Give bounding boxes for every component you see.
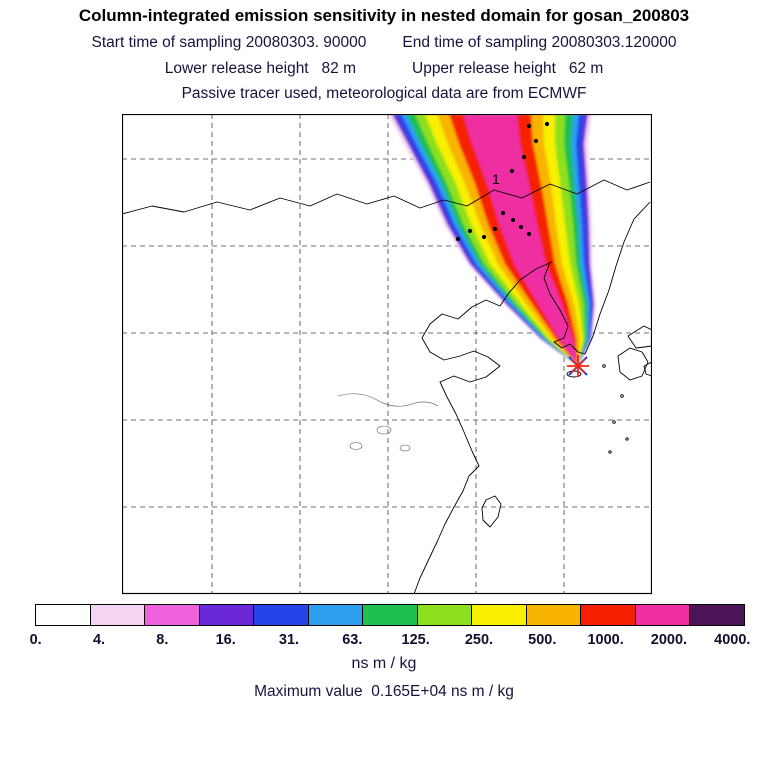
colorbar-segment bbox=[36, 605, 91, 625]
river-line bbox=[337, 393, 439, 407]
upper-release-height-label: Upper release height 62 m bbox=[412, 60, 604, 77]
colorbar-tick-label: 0. bbox=[29, 632, 42, 648]
border-line bbox=[122, 193, 468, 215]
tracer-note: Passive tracer used, meteorological data… bbox=[181, 85, 587, 102]
coastlines bbox=[122, 179, 652, 595]
colorbar-segment bbox=[90, 605, 146, 625]
colorbar-segment bbox=[417, 605, 473, 625]
border-line bbox=[466, 179, 651, 207]
colorbar-unit: ns m / kg bbox=[351, 655, 417, 672]
colorbar-segment bbox=[472, 605, 527, 625]
colorbar-segment bbox=[526, 605, 582, 625]
start-time-label: Start time of sampling 20080303. 90000 bbox=[91, 34, 367, 51]
korea-coast bbox=[543, 201, 651, 355]
lake bbox=[349, 442, 363, 450]
end-time-label: End time of sampling 20080303.120000 bbox=[402, 34, 677, 51]
small-island bbox=[620, 394, 624, 398]
station-dot bbox=[533, 138, 539, 144]
colorbar-segment bbox=[363, 605, 418, 625]
station-dot bbox=[510, 217, 516, 223]
figure-title: Column-integrated emission sensitivity i… bbox=[78, 6, 690, 25]
station-dots bbox=[455, 121, 550, 242]
lower-release-height-label: Lower release height 82 m bbox=[164, 60, 356, 77]
kyushu-island bbox=[617, 347, 649, 381]
station-dot bbox=[492, 226, 498, 232]
colorbar-tick-label: 4000. bbox=[714, 632, 751, 648]
station-dot bbox=[521, 154, 527, 160]
colorbar-tick-label: 250. bbox=[464, 632, 494, 648]
plume-area-label: 1 bbox=[492, 171, 500, 187]
receptor-star-icon bbox=[567, 355, 589, 377]
station-dot bbox=[544, 121, 550, 127]
colorbar-tick-label: 125. bbox=[401, 632, 430, 648]
station-dot bbox=[526, 123, 532, 129]
inland-water bbox=[337, 393, 439, 452]
map-frame bbox=[122, 114, 652, 595]
lake bbox=[376, 425, 392, 435]
colorbar-segment bbox=[308, 605, 364, 625]
small-island bbox=[625, 437, 629, 441]
colorbar-tick-label: 16. bbox=[215, 632, 236, 648]
colorbar-segment bbox=[581, 605, 636, 625]
lake bbox=[399, 444, 411, 452]
colorbar bbox=[35, 604, 745, 626]
colorbar-tick-label: 1000. bbox=[587, 632, 624, 648]
station-dot bbox=[518, 224, 524, 230]
colorbar-ticks: 0. 4. 8. 16. 31. 63. 125. 250. 500. 1000. 2000. 400… bbox=[4, 632, 764, 648]
taiwan-island bbox=[481, 495, 502, 528]
colorbar-tick-label: 31. bbox=[278, 632, 300, 648]
colorbar-segment bbox=[199, 605, 255, 625]
sampling-times-row: Start time of sampling 20080303. 90000 E… bbox=[0, 34, 768, 52]
colorbar-segment bbox=[254, 605, 309, 625]
station-dot bbox=[481, 234, 487, 240]
colorbar-tick-label: 63. bbox=[342, 632, 363, 648]
station-dot bbox=[526, 231, 532, 237]
station-dot bbox=[455, 236, 461, 242]
shikoku-island bbox=[643, 361, 652, 377]
colorbar-tick-label: 8. bbox=[156, 632, 169, 648]
small-island bbox=[602, 364, 606, 368]
small-island bbox=[612, 420, 616, 424]
sensitivity-plume bbox=[388, 114, 596, 366]
map: 1 bbox=[122, 114, 652, 595]
colorbar-tick-label: 500. bbox=[528, 632, 557, 648]
colorbar-segment bbox=[635, 605, 691, 625]
colorbar-tick-label: 2000. bbox=[650, 632, 688, 648]
china-coast bbox=[413, 261, 553, 595]
colorbar-segment bbox=[690, 605, 744, 625]
colorbar-segment bbox=[145, 605, 200, 625]
colorbar-tick-label: 4. bbox=[92, 632, 106, 648]
station-dot bbox=[509, 168, 515, 174]
station-dot bbox=[467, 228, 473, 234]
release-heights-row: Lower release height 82 m Upper release … bbox=[0, 60, 768, 78]
honshu-island bbox=[627, 325, 652, 349]
max-value-label: Maximum value 0.165E+04 ns m / kg bbox=[254, 683, 514, 700]
small-island bbox=[608, 450, 612, 454]
station-dot bbox=[500, 210, 506, 216]
